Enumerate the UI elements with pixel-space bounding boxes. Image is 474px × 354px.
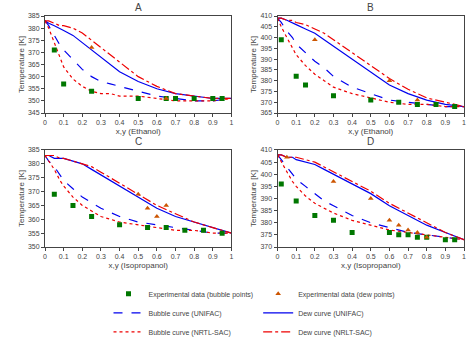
svg-text:0.3: 0.3 <box>96 119 106 126</box>
svg-text:0.6: 0.6 <box>385 119 395 126</box>
svg-text:0.9: 0.9 <box>208 253 218 260</box>
svg-text:C: C <box>135 136 142 147</box>
svg-text:1: 1 <box>230 253 234 260</box>
svg-text:395: 395 <box>260 183 272 190</box>
svg-text:0.1: 0.1 <box>59 253 69 260</box>
svg-text:Temperature [K]: Temperature [K] <box>17 36 26 93</box>
svg-text:1: 1 <box>462 119 466 126</box>
svg-text:395: 395 <box>260 45 272 52</box>
svg-text:370: 370 <box>28 188 40 195</box>
svg-text:Temperature [K]: Temperature [K] <box>17 170 26 227</box>
svg-text:0.5: 0.5 <box>366 119 376 126</box>
svg-text:0.7: 0.7 <box>171 253 181 260</box>
svg-text:Bubble curve (NRTL-SAC): Bubble curve (NRTL-SAC) <box>149 329 231 337</box>
svg-text:0.5: 0.5 <box>366 253 376 260</box>
svg-text:0.2: 0.2 <box>310 119 320 126</box>
svg-text:0.7: 0.7 <box>403 119 413 126</box>
svg-text:x,y (Ethanol): x,y (Ethanol) <box>348 127 393 136</box>
svg-text:350: 350 <box>28 243 40 250</box>
svg-text:0.8: 0.8 <box>422 119 432 126</box>
svg-text:0: 0 <box>276 253 280 260</box>
svg-text:0.2: 0.2 <box>310 253 320 260</box>
svg-text:0.2: 0.2 <box>77 119 87 126</box>
svg-text:Bubble curve (UNIFAC): Bubble curve (UNIFAC) <box>149 310 222 318</box>
svg-text:0.5: 0.5 <box>133 119 143 126</box>
svg-text:380: 380 <box>28 25 40 32</box>
svg-text:365: 365 <box>28 202 40 209</box>
svg-text:400: 400 <box>260 34 272 41</box>
svg-text:410: 410 <box>260 146 272 153</box>
svg-text:405: 405 <box>260 23 272 30</box>
svg-text:0.6: 0.6 <box>152 119 162 126</box>
svg-text:370: 370 <box>260 99 272 106</box>
svg-text:350: 350 <box>28 97 40 104</box>
svg-text:0.1: 0.1 <box>59 119 69 126</box>
svg-text:0.6: 0.6 <box>385 253 395 260</box>
svg-text:370: 370 <box>28 49 40 56</box>
svg-text:0: 0 <box>43 253 47 260</box>
svg-text:385: 385 <box>260 66 272 73</box>
svg-text:0.1: 0.1 <box>291 119 301 126</box>
svg-text:0: 0 <box>43 119 47 126</box>
svg-text:x,y (Ethanol): x,y (Ethanol) <box>116 127 161 136</box>
svg-text:0.9: 0.9 <box>440 119 450 126</box>
svg-text:0.4: 0.4 <box>347 119 357 126</box>
svg-text:0.3: 0.3 <box>329 119 339 126</box>
svg-text:370: 370 <box>260 243 272 250</box>
svg-text:A: A <box>135 2 142 13</box>
svg-text:0.7: 0.7 <box>403 253 413 260</box>
svg-text:0.9: 0.9 <box>208 119 218 126</box>
svg-text:0.4: 0.4 <box>115 119 125 126</box>
svg-text:Temperature [K]: Temperature [K] <box>249 170 258 227</box>
svg-text:0.4: 0.4 <box>347 253 357 260</box>
svg-text:380: 380 <box>260 219 272 226</box>
svg-text:x,y (Isopropanol): x,y (Isopropanol) <box>108 261 168 270</box>
svg-text:B: B <box>367 2 374 13</box>
svg-text:0.7: 0.7 <box>171 119 181 126</box>
svg-text:1: 1 <box>462 253 466 260</box>
svg-text:D: D <box>367 136 374 147</box>
svg-text:360: 360 <box>28 73 40 80</box>
svg-text:0.3: 0.3 <box>96 253 106 260</box>
svg-text:355: 355 <box>28 230 40 237</box>
svg-text:380: 380 <box>260 77 272 84</box>
svg-text:390: 390 <box>260 56 272 63</box>
svg-text:x,y (Isopropanol): x,y (Isopropanol) <box>341 261 401 270</box>
svg-text:375: 375 <box>260 88 272 95</box>
svg-text:0.5: 0.5 <box>133 253 143 260</box>
svg-text:Dew curve (UNIFAC): Dew curve (UNIFAC) <box>298 310 363 318</box>
svg-text:1: 1 <box>230 119 234 126</box>
svg-text:0.3: 0.3 <box>329 253 339 260</box>
svg-text:355: 355 <box>28 85 40 92</box>
svg-text:Experimental data (bubble poin: Experimental data (bubble points) <box>149 291 254 299</box>
svg-text:Dew curve (NRLT-SAC): Dew curve (NRLT-SAC) <box>298 329 372 337</box>
svg-text:385: 385 <box>28 146 40 153</box>
svg-text:0: 0 <box>276 119 280 126</box>
svg-text:0.9: 0.9 <box>440 253 450 260</box>
svg-text:380: 380 <box>28 160 40 167</box>
svg-text:400: 400 <box>260 171 272 178</box>
svg-text:360: 360 <box>28 216 40 223</box>
svg-text:0.6: 0.6 <box>152 253 162 260</box>
svg-text:365: 365 <box>28 61 40 68</box>
svg-text:0.8: 0.8 <box>189 253 199 260</box>
svg-text:390: 390 <box>260 195 272 202</box>
svg-text:0.1: 0.1 <box>291 253 301 260</box>
svg-text:0.8: 0.8 <box>422 253 432 260</box>
svg-text:365: 365 <box>260 109 272 116</box>
svg-text:0.4: 0.4 <box>115 253 125 260</box>
svg-text:385: 385 <box>28 12 40 19</box>
svg-text:Experimental data (dew points): Experimental data (dew points) <box>298 291 395 299</box>
svg-text:0.8: 0.8 <box>189 119 199 126</box>
svg-text:410: 410 <box>260 12 272 19</box>
svg-text:375: 375 <box>260 231 272 238</box>
svg-text:405: 405 <box>260 159 272 166</box>
svg-text:375: 375 <box>28 37 40 44</box>
svg-text:Temperature [K]: Temperature [K] <box>249 36 258 93</box>
svg-text:385: 385 <box>260 207 272 214</box>
svg-text:375: 375 <box>28 174 40 181</box>
svg-text:345: 345 <box>28 109 40 116</box>
svg-text:0.2: 0.2 <box>77 253 87 260</box>
